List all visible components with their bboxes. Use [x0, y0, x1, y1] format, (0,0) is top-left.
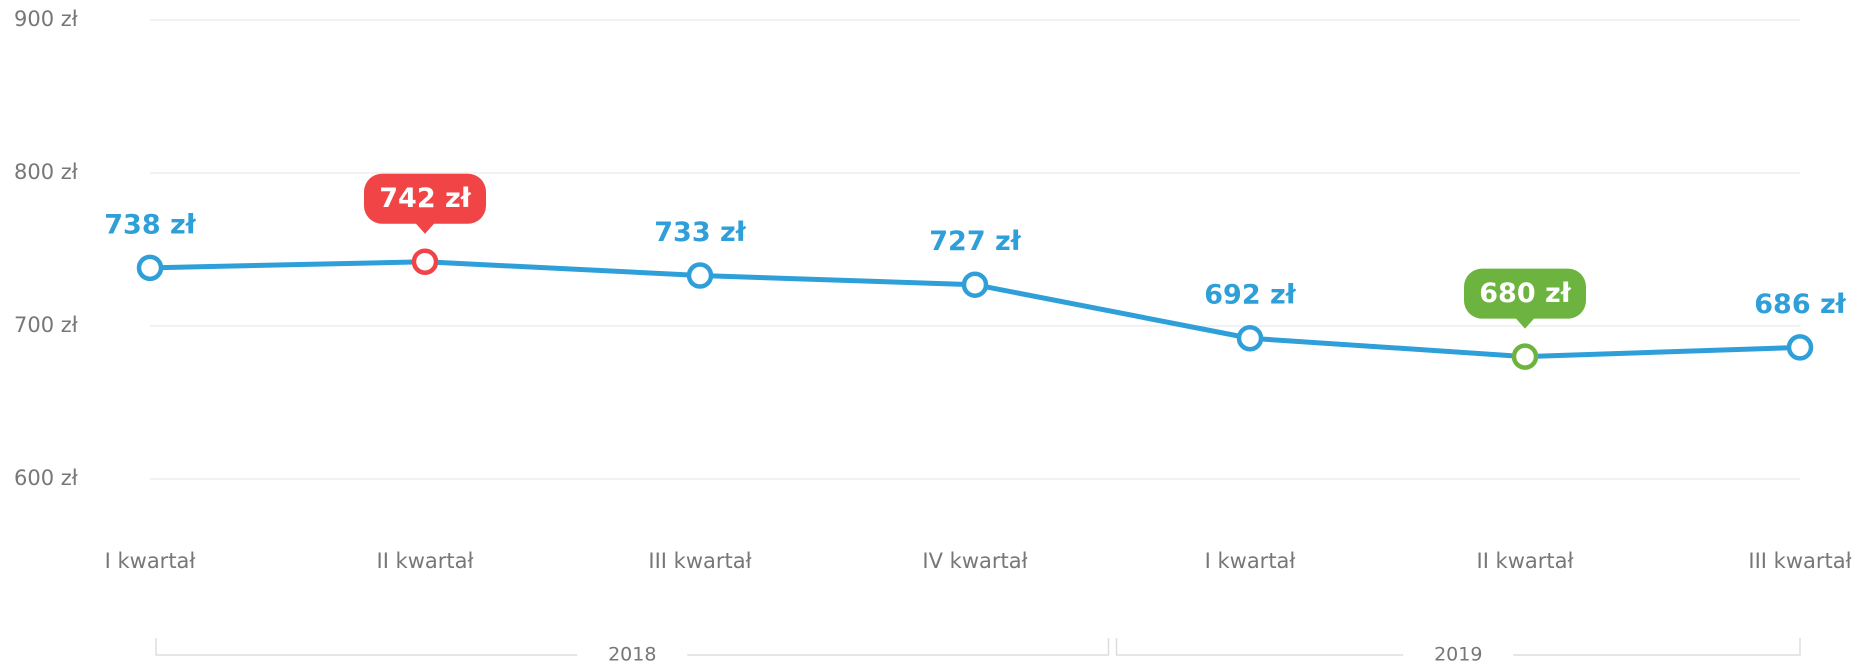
callout — [364, 173, 486, 234]
value-label: 727 zł — [929, 226, 1021, 257]
x-tick-label: II kwartał — [1477, 549, 1574, 573]
point — [136, 254, 164, 282]
point — [1511, 343, 1539, 370]
group-label: 2018 — [608, 644, 656, 665]
value-label: 742 zł — [379, 183, 471, 214]
x-tick-label: I kwartał — [1205, 549, 1296, 573]
point — [961, 271, 989, 298]
y-tick-label: 700 zł — [14, 313, 78, 337]
x-tick-label: III kwartał — [1748, 549, 1851, 573]
point — [686, 262, 714, 289]
group-bracket — [155, 638, 1110, 656]
point — [411, 248, 439, 275]
point — [1236, 324, 1264, 352]
y-tick-label: 800 zł — [14, 160, 78, 184]
point — [1786, 334, 1814, 361]
group-label: 2019 — [1434, 644, 1482, 665]
value-label: 680 zł — [1479, 278, 1571, 309]
x-tick-label: III kwartał — [648, 549, 751, 573]
group-bracket — [1115, 638, 1801, 656]
x-tick-label: I kwartał — [105, 549, 196, 573]
value-label: 686 zł — [1754, 289, 1846, 320]
y-tick-label: 900 zł — [14, 7, 78, 31]
y-tick-label: 600 zł — [14, 466, 78, 490]
value-label: 692 zł — [1204, 280, 1296, 311]
value-label: 738 zł — [104, 209, 196, 240]
value-label: 733 zł — [654, 217, 746, 248]
x-tick-label: II kwartał — [377, 549, 474, 573]
callout — [1464, 268, 1586, 329]
x-tick-label: IV kwartał — [922, 549, 1027, 573]
